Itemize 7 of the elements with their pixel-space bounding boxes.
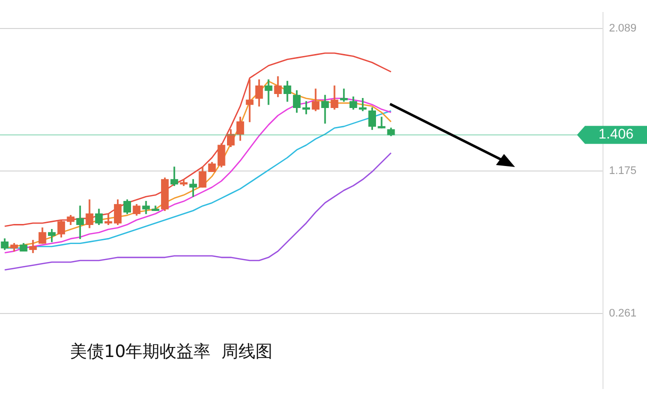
text: 美债10年期收益率 周线图 (70, 341, 272, 363)
ref-line-label: 1.406 (598, 126, 634, 142)
candlestick (264, 79, 272, 105)
y-tick-label: 2.089 (609, 22, 637, 34)
candlestick (321, 94, 329, 124)
y-tick-label: 1.175 (609, 164, 637, 177)
y-tick-label: 0.261 (609, 307, 637, 320)
